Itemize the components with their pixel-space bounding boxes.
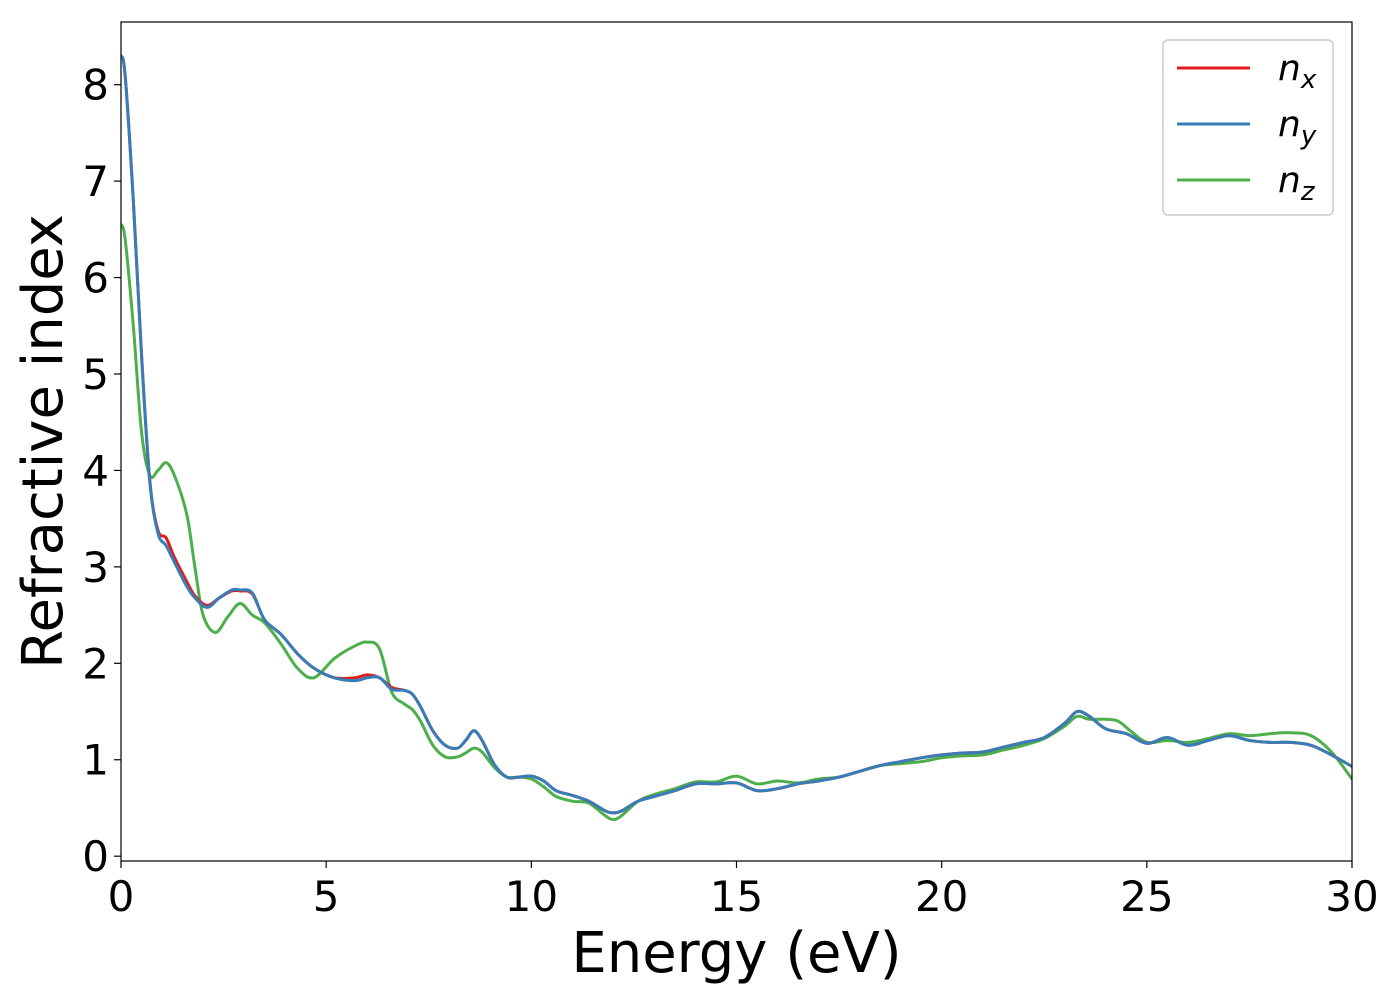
y-axis-ticks: 0 1 2 3 4 5 6 7 8: [82, 61, 121, 881]
legend-subscript: z: [1300, 177, 1316, 207]
y-tick-label: 7: [82, 157, 109, 206]
y-tick-label: 5: [82, 350, 109, 399]
y-axis-title: Refractive index: [11, 214, 76, 669]
series-layer: [121, 54, 1352, 822]
x-tick-label: 5: [313, 872, 340, 921]
series-line-nz: [121, 223, 1352, 822]
y-tick-label: 3: [82, 543, 109, 592]
x-tick-label: 10: [505, 872, 558, 921]
x-tick-label: 25: [1120, 872, 1173, 921]
x-tick-label: 0: [108, 872, 135, 921]
x-tick-label: 30: [1325, 872, 1378, 921]
y-tick-label: 2: [82, 639, 109, 688]
x-tick-label: 20: [915, 872, 968, 921]
y-tick-label: 8: [82, 61, 109, 110]
x-axis-title: Energy (eV): [571, 921, 901, 986]
x-tick-label: 15: [710, 872, 763, 921]
y-tick-label: 1: [82, 736, 109, 785]
y-tick-label: 6: [82, 254, 109, 303]
legend-subscript: x: [1300, 65, 1317, 95]
series-line-ny: [121, 54, 1352, 815]
y-tick-label: 0: [82, 832, 109, 881]
x-axis-ticks: 0 5 10 15 20 25 30: [108, 861, 1379, 921]
y-tick-label: 4: [82, 446, 109, 495]
legend-box: [1162, 39, 1334, 216]
legend-subscript: y: [1300, 121, 1317, 151]
